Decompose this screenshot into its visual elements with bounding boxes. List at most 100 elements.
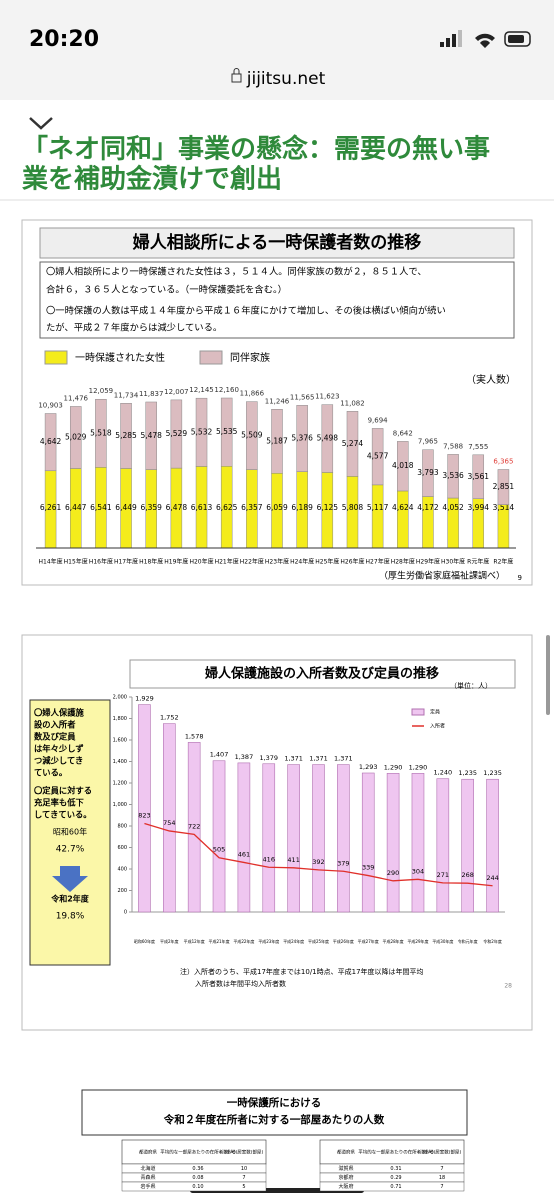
total-label: 11,565	[290, 393, 315, 401]
value-label: 1,578	[185, 732, 204, 740]
value-label: 5,376	[291, 433, 313, 442]
bar-segment	[472, 454, 485, 499]
value-label: 1,235	[458, 769, 477, 777]
value-label: 6,125	[317, 503, 339, 512]
x-tick-label: H26年度	[340, 558, 364, 566]
y-tick-label: 2,000	[113, 695, 127, 701]
total-label: 6,365	[493, 457, 513, 465]
value-label: 1,290	[384, 763, 403, 771]
value-label: 3,793	[417, 468, 439, 477]
value-label: 4,577	[367, 452, 389, 461]
rate-label: 昭和60年	[53, 827, 87, 837]
table-cell: 0.29	[390, 1175, 401, 1181]
value-label: 271	[437, 871, 449, 879]
collapse-button[interactable]	[29, 117, 53, 130]
value-label: 5,509	[241, 431, 263, 440]
value-label: 5,535	[216, 427, 238, 436]
value-label: 1,290	[409, 763, 428, 771]
value-label: 722	[188, 822, 200, 830]
table-cell: 5	[242, 1184, 245, 1190]
bar-segment	[371, 484, 384, 549]
total-label: 11,476	[63, 394, 88, 402]
note-box	[39, 261, 515, 339]
side-note: 数及び定員	[34, 732, 76, 742]
bar	[386, 773, 400, 913]
total-label: 11,246	[265, 397, 290, 405]
x-tick-label: 平成2年度	[160, 938, 179, 944]
total-label: 12,145	[189, 386, 214, 394]
bar	[312, 764, 325, 913]
x-tick-label: 平成28年度	[383, 938, 404, 944]
legend-label: 定員	[430, 709, 440, 716]
table-header-cell: 平均的な一部屋あたりの在所者数(人)	[358, 1149, 434, 1156]
total-label: 12,160	[214, 386, 239, 394]
x-tick-label: H20年度	[189, 558, 213, 566]
value-label: 1,752	[160, 714, 179, 722]
y-tick-label: 0	[124, 910, 127, 916]
table-title-box	[81, 1089, 468, 1136]
bar-segment	[145, 401, 157, 470]
table-cell: 滋賀県	[338, 1165, 353, 1172]
value-label: 6,613	[191, 503, 213, 512]
x-tick-label: 平成30年度	[432, 938, 453, 944]
x-tick-label: 平成22年度	[233, 938, 254, 944]
table-cell: 7	[242, 1175, 245, 1181]
side-note: は年々少しず	[34, 744, 84, 754]
value-label: 6,625	[216, 503, 238, 512]
value-label: 6,541	[90, 503, 112, 512]
table-cell: 北海道	[140, 1165, 155, 1172]
table-title: 一時保護所における	[227, 1096, 322, 1109]
side-note: 〇定員に対する	[34, 786, 92, 796]
total-label: 11,837	[139, 390, 164, 398]
table-cell: 京都府	[338, 1174, 353, 1181]
rate-label: 令和2年度	[50, 894, 90, 904]
value-label: 304	[412, 867, 424, 875]
side-note: ている。	[34, 768, 67, 778]
note-line: 〇婦人相談所により一時保護された女性は３，５１４人。同伴家族の数が２，８５１人で…	[46, 266, 427, 278]
value-label: 244	[486, 874, 498, 882]
x-tick-label: H28年度	[391, 558, 415, 566]
bar-segment	[220, 397, 233, 467]
x-tick-label: 令和2年度	[483, 938, 502, 944]
x-tick-label: H19年度	[164, 558, 188, 566]
total-label: 10,903	[38, 402, 63, 410]
value-label: 5,498	[317, 434, 339, 443]
table-cell: 0.36	[192, 1166, 203, 1172]
legend-swatch	[411, 708, 425, 716]
legend-label: 一時保護された女性	[75, 351, 165, 364]
bar-segment	[120, 403, 132, 469]
bar-segment	[497, 469, 510, 505]
x-tick-label: H24年度	[290, 558, 314, 566]
value-label: 6,059	[266, 503, 288, 512]
value-label: 1,371	[284, 755, 303, 763]
side-note: してきている。	[34, 810, 92, 820]
x-tick-label: 平成12年度	[184, 938, 205, 944]
value-label: 5,529	[166, 429, 188, 438]
arrow	[52, 866, 88, 892]
value-label: 6,189	[291, 503, 313, 512]
bar	[436, 778, 450, 913]
bar	[461, 778, 475, 913]
total-label: 11,734	[114, 391, 139, 399]
footnote: 注）入所者のうち、平成17年度までは10/1時点、平成17年度以降は年間平均	[180, 967, 424, 976]
side-box	[29, 699, 111, 966]
bar	[138, 704, 151, 913]
url[interactable]: jijitsu.net	[246, 69, 326, 89]
bar-segment	[44, 413, 57, 472]
x-tick-label: H25年度	[315, 558, 339, 566]
table-cell: 0.31	[390, 1166, 401, 1172]
bar-segment	[397, 441, 409, 492]
total-label: 7,965	[418, 438, 438, 446]
value-label: 6,261	[40, 503, 62, 512]
unit-label: （実人数）	[466, 373, 516, 386]
value-label: 6,447	[65, 503, 87, 512]
x-tick-label: H17年度	[114, 558, 138, 566]
value-label: 6,357	[241, 503, 263, 512]
page-number: 9	[518, 574, 522, 582]
bar	[486, 778, 499, 913]
slide-title-box	[39, 227, 515, 259]
value-label: 3,561	[468, 472, 490, 481]
x-tick-label: 平成27年度	[358, 938, 379, 944]
value-label: 4,624	[392, 503, 414, 512]
